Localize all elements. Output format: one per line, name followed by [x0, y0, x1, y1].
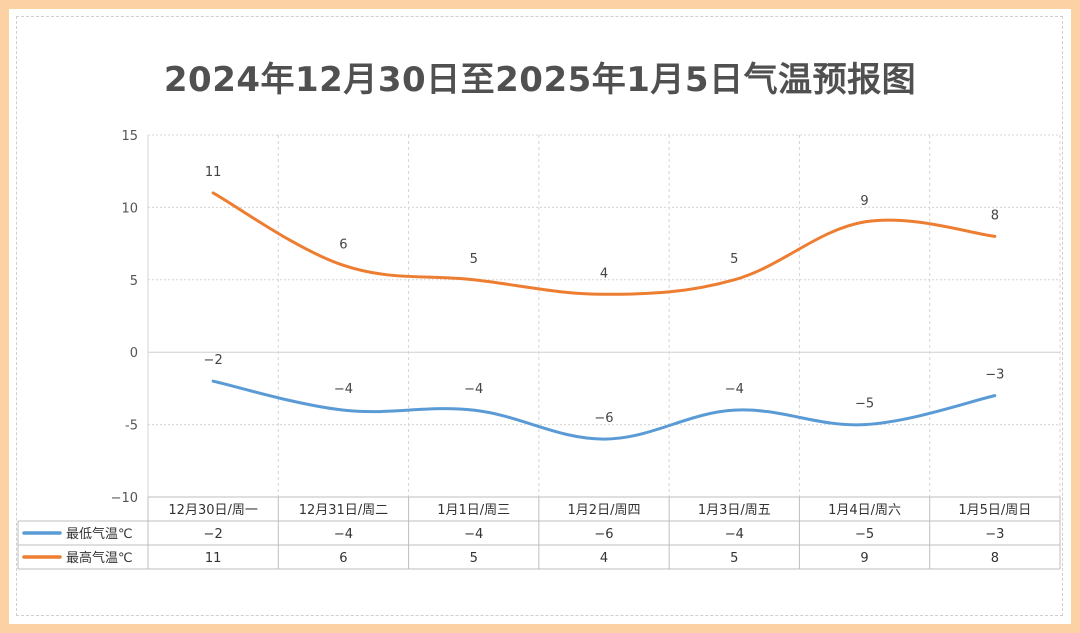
y-tick-label: 5 — [130, 274, 138, 289]
data-label: −6 — [594, 411, 613, 426]
table-cell: −4 — [725, 527, 744, 542]
table-cell: 4 — [600, 551, 608, 566]
data-label: −3 — [985, 368, 1004, 383]
series-line-0 — [211, 379, 997, 441]
y-tick-label: −10 — [111, 491, 138, 506]
data-label: −4 — [464, 382, 483, 397]
data-label: 8 — [991, 208, 999, 223]
y-tick-label: -5 — [125, 419, 138, 434]
data-label: 6 — [339, 237, 347, 252]
data-label: −2 — [204, 353, 223, 368]
x-tick-label: 1月5日/周日 — [958, 503, 1031, 518]
legend-label: 最低气温℃ — [66, 526, 133, 542]
y-tick-label: 10 — [121, 201, 138, 216]
data-label: −5 — [855, 397, 874, 412]
data-label: 11 — [205, 165, 222, 180]
data-label: −4 — [334, 382, 353, 397]
x-tick-label: 12月31日/周二 — [299, 503, 388, 518]
table-cell: 5 — [470, 551, 478, 566]
data-label: 5 — [730, 252, 738, 267]
chart-title: 2024年12月30日至2025年1月5日气温预报图 — [163, 60, 917, 100]
table-cell: 11 — [205, 551, 222, 566]
table-cell: 9 — [860, 551, 868, 566]
table-cell: 6 — [339, 551, 347, 566]
chart-area-border — [16, 16, 1063, 616]
table-cell: −4 — [464, 527, 483, 542]
data-label: −4 — [725, 382, 744, 397]
x-tick-label: 1月1日/周三 — [437, 503, 510, 518]
table-cell: −6 — [594, 527, 613, 542]
y-tick-label: 15 — [121, 129, 138, 144]
x-tick-label: 1月2日/周四 — [568, 503, 641, 518]
data-label: 5 — [470, 252, 478, 267]
table-cell: 5 — [730, 551, 738, 566]
x-tick-label: 12月30日/周一 — [168, 503, 257, 518]
table-cell: −2 — [204, 527, 223, 542]
legend-label: 最高气温℃ — [66, 550, 133, 566]
data-label: 9 — [860, 194, 868, 209]
x-tick-label: 1月4日/周六 — [828, 503, 901, 518]
data-label: 4 — [600, 266, 608, 281]
y-tick-label: 0 — [130, 346, 138, 361]
table-cell: −5 — [855, 527, 874, 542]
series-line-1 — [211, 191, 997, 296]
table-cell: −3 — [985, 527, 1004, 542]
table-cell: 8 — [991, 551, 999, 566]
x-tick-label: 1月3日/周五 — [698, 503, 771, 518]
table-cell: −4 — [334, 527, 353, 542]
